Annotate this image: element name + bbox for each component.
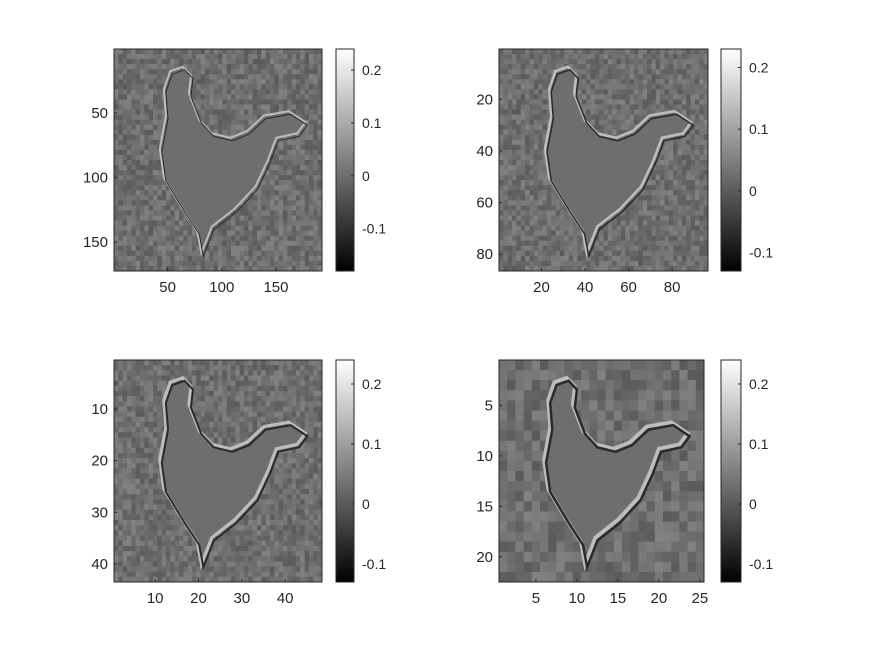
colorbar-tick-label: 0.1	[362, 115, 382, 131]
colorbar	[721, 49, 741, 271]
y-tick-label: 100	[83, 169, 108, 186]
y-tick-label: 50	[91, 105, 108, 122]
colorbar-tick-label: 0	[749, 496, 757, 512]
x-tick-label: 100	[209, 279, 234, 296]
colorbar-tick-label: 0.1	[749, 436, 769, 452]
subplot-4: 5 10 15 20 25 5 10 15 20 -0.1 0 0.1 0.2	[476, 360, 773, 607]
colorbar-tick-label: 0.2	[749, 60, 769, 76]
x-tick-label: 80	[664, 279, 681, 296]
colorbar	[336, 360, 354, 582]
colorbar-tick-label: -0.1	[749, 556, 773, 572]
x-tick-label: 30	[233, 590, 250, 607]
y-tick-label: 40	[91, 556, 108, 573]
y-tick-label: 15	[476, 498, 493, 515]
x-tick-label: 50	[159, 279, 176, 296]
y-tick-label: 60	[476, 195, 493, 212]
colorbar	[336, 49, 354, 271]
x-tick-label: 5	[532, 590, 540, 607]
subplot-1: 50 100 150 50 100 150 -0.1 0 0.1 0.2	[83, 49, 386, 296]
x-tick-label: 20	[651, 590, 668, 607]
colorbar-tick-label: -0.1	[749, 245, 773, 261]
x-tick-label: 10	[569, 590, 586, 607]
heatmap-image	[499, 49, 708, 271]
colorbar-tick-label: 0	[749, 183, 757, 199]
x-tick-label: 15	[610, 590, 627, 607]
y-tick-label: 80	[476, 246, 493, 263]
x-tick-label: 10	[147, 590, 164, 607]
y-tick-label: 40	[476, 143, 493, 160]
heatmap-image	[114, 49, 322, 271]
colorbar-tick-label: 0.2	[362, 62, 382, 78]
x-tick-label: 20	[190, 590, 207, 607]
y-tick-label: 20	[476, 91, 493, 108]
x-tick-label: 40	[577, 279, 594, 296]
x-tick-label: 25	[692, 590, 709, 607]
y-tick-label: 20	[476, 549, 493, 566]
x-tick-label: 60	[620, 279, 637, 296]
x-tick-label: 40	[277, 590, 294, 607]
x-tick-label: 150	[263, 279, 288, 296]
colorbar-tick-label: 0.1	[362, 436, 382, 452]
subplot-2: 20 40 60 80 20 40 60 80 -0.1 0 0.1 0.2	[476, 49, 773, 296]
y-tick-label: 10	[476, 448, 493, 465]
colorbar-tick-label: 0.2	[749, 376, 769, 392]
y-tick-label: 150	[83, 234, 108, 251]
y-tick-label: 30	[91, 504, 108, 521]
subplot-3: 10 20 30 40 10 20 30 40 -0.1 0 0.1 0.2	[91, 360, 386, 607]
colorbar-tick-label: 0.1	[749, 121, 769, 137]
colorbar-tick-label: 0.2	[362, 376, 382, 392]
colorbar-tick-label: 0	[362, 496, 370, 512]
y-tick-label: 10	[91, 401, 108, 418]
colorbar-tick-label: 0	[362, 168, 370, 184]
colorbar-tick-label: -0.1	[362, 556, 386, 572]
colorbar-tick-label: -0.1	[362, 221, 386, 237]
heatmap-image	[499, 360, 704, 582]
x-tick-label: 20	[533, 279, 550, 296]
y-tick-label: 20	[91, 453, 108, 470]
y-tick-label: 5	[485, 397, 493, 414]
colorbar	[721, 360, 741, 582]
heatmap-image	[114, 360, 322, 582]
